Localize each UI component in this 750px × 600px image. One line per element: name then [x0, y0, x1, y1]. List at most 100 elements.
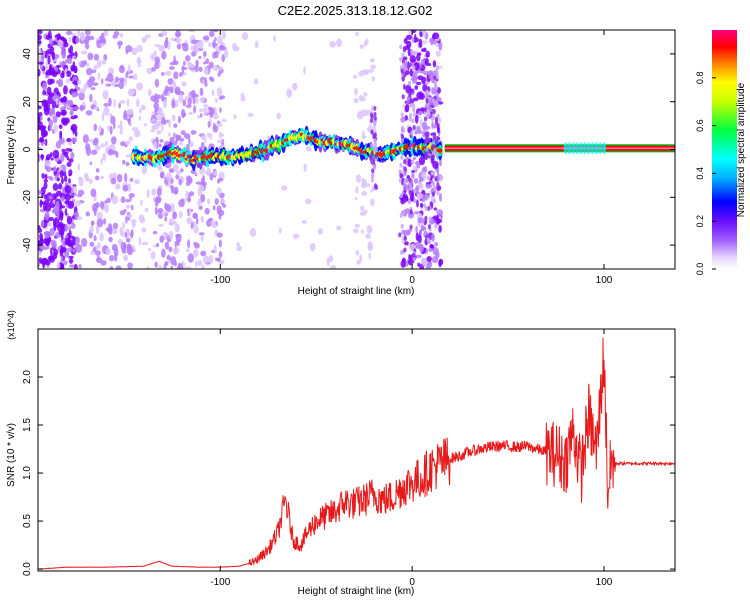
- spectrogram-cell: [303, 66, 306, 75]
- spectrogram-cell: [43, 194, 48, 200]
- spectrogram-cell: [154, 122, 161, 127]
- spectrogram-cell: [126, 214, 133, 218]
- spectrogram-cell: [137, 63, 141, 68]
- spectrogram-cell: [70, 116, 76, 120]
- spectrogram-cell: [56, 177, 60, 182]
- spectrogram-cell: [181, 112, 187, 117]
- spectrogram-cell: [75, 36, 80, 44]
- spectrogram-ytick-label: -40: [22, 237, 33, 252]
- snr-ytick-label: 2.0: [22, 370, 33, 384]
- spectrogram-cell: [119, 33, 124, 38]
- spectrogram-cell: [90, 87, 96, 91]
- spectrogram-cell: [233, 45, 240, 52]
- spectrogram-cell: [200, 250, 207, 257]
- spectrogram-cell: [370, 177, 374, 183]
- spectrogram-cell: [85, 62, 90, 67]
- spectrogram-cell: [213, 170, 217, 176]
- spectrogram-cell: [74, 129, 78, 138]
- spectrogram-cell: [304, 198, 312, 205]
- spectrogram-cell: [431, 39, 437, 45]
- spectrogram-cell: [412, 50, 416, 56]
- spectrogram-cell: [372, 157, 376, 163]
- spectrogram-cell: [38, 227, 43, 233]
- spectrogram-cell: [164, 70, 172, 76]
- spectrogram-cell: [438, 193, 443, 202]
- spectrogram-cell: [370, 173, 374, 179]
- spectrogram-cell: [435, 208, 439, 214]
- spectrogram-cell: [49, 227, 55, 237]
- spectrogram-cell: [96, 59, 102, 68]
- spectrogram-cell: [418, 155, 426, 166]
- spectrogram-cell: [412, 107, 416, 113]
- spectrogram-xtick-label: 0: [409, 275, 415, 286]
- spectrogram-cell: [407, 47, 411, 57]
- spectrogram-cell: [373, 105, 377, 111]
- spectrogram-cell: [233, 114, 237, 120]
- spectrogram-cell: [399, 249, 404, 255]
- spectrogram-cell: [438, 158, 443, 167]
- spectrogram-cell: [431, 143, 435, 149]
- spectrogram-cell: [409, 209, 413, 215]
- spectrogram-cell: [65, 234, 69, 239]
- spectrogram-cell: [44, 50, 48, 59]
- spectrogram-cell: [212, 30, 219, 33]
- spectrogram-cell: [417, 217, 425, 224]
- spectrogram-cell: [197, 260, 203, 266]
- spectrogram-cell: [146, 67, 153, 75]
- spectrogram-cell: [433, 71, 437, 77]
- spectrogram-ylabel: Frequency (Hz): [6, 116, 17, 185]
- spectrogram-cell: [221, 54, 226, 63]
- spectrogram-cell: [367, 68, 375, 73]
- spectrogram-cell: [167, 40, 171, 50]
- spectrogram-cell: [218, 66, 224, 71]
- spectrogram-cell: [80, 50, 88, 55]
- spectrogram-cell: [60, 255, 64, 262]
- spectrogram-cell: [156, 130, 162, 135]
- spectrogram-cell: [218, 259, 225, 265]
- spectrogram-cell: [76, 193, 83, 198]
- spectrogram-cell: [154, 206, 158, 216]
- spectrogram-cell: [101, 59, 107, 65]
- spectrogram-cell: [177, 115, 181, 124]
- spectrogram-cell: [212, 205, 216, 211]
- spectrogram-cell: [434, 176, 438, 182]
- spectrogram-cell: [52, 149, 60, 159]
- spectrogram-cell: [212, 65, 219, 71]
- spectrogram-cell: [188, 111, 194, 116]
- spectrogram-cell: [40, 153, 44, 161]
- spectrogram-cell: [421, 48, 425, 52]
- spectrogram-cell: [193, 225, 199, 234]
- spectrogram-cell: [204, 207, 210, 215]
- spectrogram-cell: [101, 37, 106, 42]
- spectrogram-cell: [181, 65, 185, 75]
- spectrogram-cell: [151, 67, 156, 72]
- colorbar-tick-label: 0.6: [695, 119, 705, 132]
- spectrogram-cell: [355, 174, 362, 183]
- spectrogram-cell: [426, 237, 430, 243]
- spectrogram-cell: [163, 119, 167, 125]
- spectrogram-cell: [399, 56, 403, 62]
- spectrogram-cell: [400, 223, 404, 229]
- spectrogram-cell: [189, 63, 195, 69]
- spectrogram-cell: [57, 245, 61, 252]
- spectrogram-cell: [202, 174, 206, 184]
- spectrogram-cell: [427, 63, 432, 67]
- spectrogram-cell: [61, 118, 69, 126]
- spectrogram-cell: [425, 50, 430, 58]
- spectrogram-cell: [125, 161, 130, 167]
- spectrogram-cell: [201, 264, 205, 269]
- spectrogram-cell: [45, 259, 51, 266]
- spectrogram-cell: [424, 206, 428, 212]
- colorbar-tick-label: 0.8: [695, 72, 705, 85]
- spectrogram-cell: [94, 145, 101, 151]
- spectrogram-cell: [89, 225, 94, 234]
- spectrogram-cell: [138, 108, 142, 114]
- spectrogram-cell: [359, 211, 367, 216]
- spectrogram-cell: [51, 51, 55, 60]
- spectrogram-cell: [184, 266, 192, 269]
- spectrogram-cell: [55, 80, 60, 84]
- snr-ytick-label: 1.0: [22, 466, 33, 480]
- spectrogram-cell: [408, 92, 412, 98]
- spectrogram-cell: [186, 217, 193, 225]
- spectrogram-cell: [373, 111, 377, 117]
